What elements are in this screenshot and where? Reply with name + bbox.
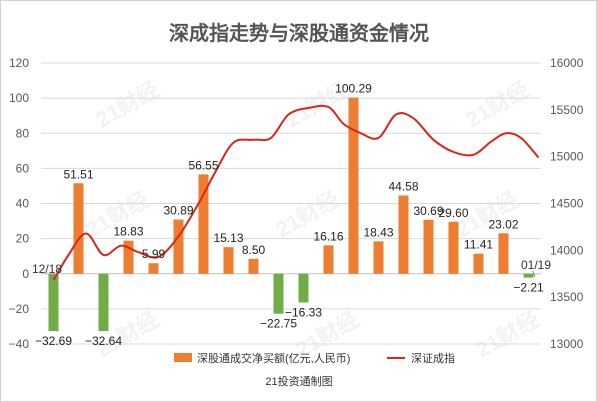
bar-value-label: 18.43 [363, 225, 393, 239]
bar [248, 258, 259, 274]
legend-bar-label: 深股通成交净买额(亿元,人民币) [197, 351, 350, 365]
legend-bar-swatch [174, 353, 192, 362]
bar [148, 263, 159, 274]
bar-value-label: 29.60 [438, 206, 468, 220]
bar-value-label: −22.75 [260, 317, 297, 331]
bar [223, 247, 234, 274]
right-tick-label: 13500 [550, 290, 584, 304]
bar [373, 241, 384, 274]
index-line [52, 104, 540, 281]
bar-value-label: 30.89 [163, 203, 193, 217]
bar [498, 233, 509, 274]
right-tick-label: 13000 [550, 337, 584, 351]
left-tick-label: 100 [9, 91, 29, 105]
watermark-2: 21财经 [461, 77, 533, 133]
bar-value-label: −32.64 [85, 334, 122, 348]
right-tick-label: 15500 [550, 103, 584, 117]
bar [123, 240, 134, 274]
bar-value-label: 5.99 [142, 247, 166, 261]
legend-line-label: 深证成指 [411, 351, 455, 365]
watermark-0: 21财经 [91, 77, 163, 133]
left-tick-label: −20 [9, 302, 30, 316]
bar-value-label: 44.58 [388, 179, 418, 193]
bar [473, 253, 484, 274]
end-date-label: 01/19 [521, 258, 551, 272]
left-tick-label: 120 [9, 56, 29, 70]
bar-value-label: 15.13 [213, 231, 243, 245]
bar-value-label: −32.69 [35, 334, 72, 348]
left-tick-label: 0 [22, 267, 29, 281]
left-axis: −40 −20 0 20 40 60 80 100 120 [9, 56, 30, 351]
bar [98, 273, 109, 332]
bar-value-label: 51.51 [63, 167, 93, 181]
left-tick-label: 40 [16, 197, 30, 211]
bar [523, 273, 534, 278]
start-date-label: 12/18 [32, 262, 62, 276]
bar [173, 219, 184, 274]
bar [448, 221, 459, 274]
bar-value-label: 16.16 [313, 229, 343, 243]
watermark-8: 21财经 [471, 307, 543, 363]
legend: 深股通成交净买额(亿元,人民币) 深证成指 [174, 351, 455, 365]
bar [73, 183, 84, 274]
bar-series [48, 97, 534, 332]
chart-title: 深成指走势与深股通资金情况 [169, 21, 429, 45]
bar-value-label: 30.69 [413, 204, 443, 218]
start-label-leader [48, 274, 54, 281]
bar-value-label: −2.21 [513, 281, 544, 295]
left-tick-label: 20 [16, 232, 30, 246]
bar [298, 273, 309, 303]
bar-value-label: 23.02 [488, 217, 518, 231]
bar [198, 174, 209, 274]
left-tick-label: 60 [16, 161, 30, 175]
right-tick-label: 14000 [550, 243, 584, 257]
right-tick-label: 14500 [550, 197, 584, 211]
line-series [52, 104, 540, 281]
bar-value-label: −16.33 [285, 305, 322, 319]
end-label-leader [532, 270, 536, 278]
bar-value-label: 18.83 [113, 225, 143, 239]
left-tick-label: 80 [16, 126, 30, 140]
bar [398, 195, 409, 274]
bar-value-label: 56.55 [188, 158, 218, 172]
bar [423, 219, 434, 274]
right-tick-label: 15000 [550, 150, 584, 164]
source-label: 21投资通制图 [265, 374, 332, 388]
bar-value-label: 8.50 [242, 243, 266, 257]
left-tick-label: −40 [9, 337, 30, 351]
bar-value-label: 11.41 [464, 238, 493, 252]
right-tick-label: 16000 [550, 56, 584, 70]
bar-value-label: 100.29 [335, 82, 372, 96]
bar [48, 273, 59, 332]
right-axis: 13000 13500 14000 14500 15000 15500 16000 [550, 56, 584, 351]
bar [348, 97, 359, 274]
bar [323, 245, 334, 274]
data-labels: −32.69 51.51 −32.64 18.83 5.99 30.89 56.55 15.1… [35, 82, 544, 349]
bar [273, 273, 284, 314]
